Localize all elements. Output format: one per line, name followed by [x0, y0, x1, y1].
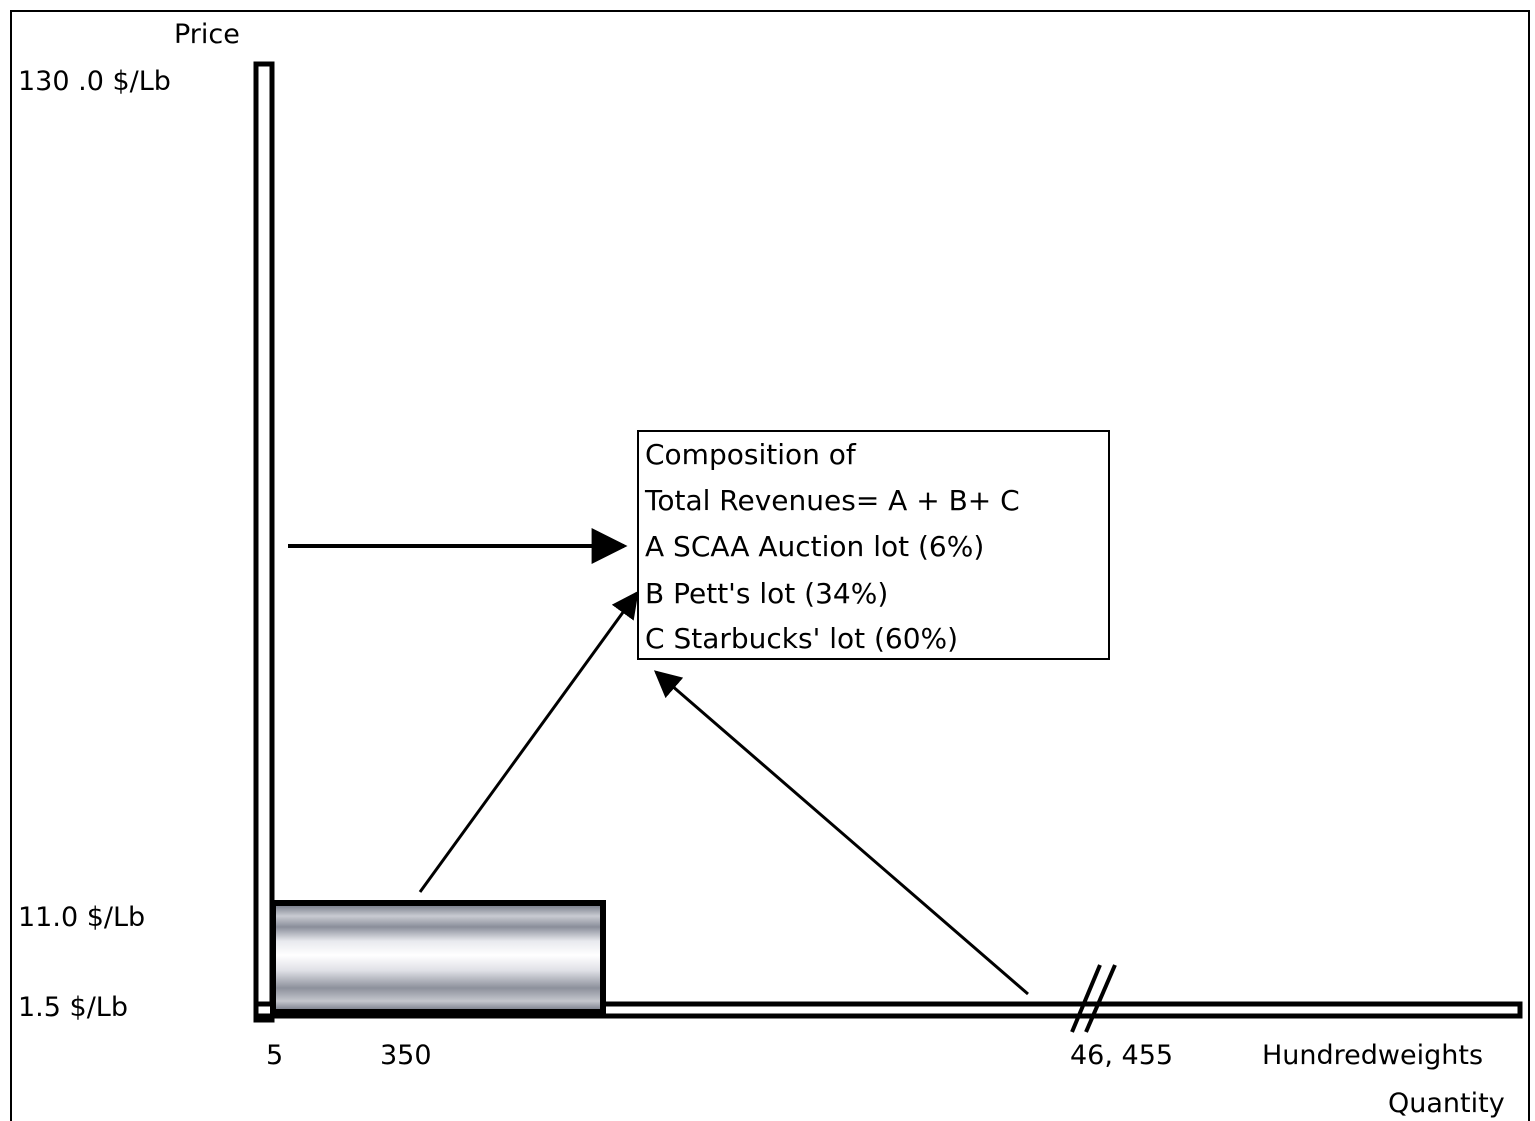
revenue-area-bar [270, 900, 606, 1015]
x-tick-label: 350 [380, 1040, 432, 1071]
arrow-b [418, 590, 639, 893]
x-tick-label: 46, 455 [1070, 1040, 1174, 1071]
legend-item-a: A SCAA Auction lot (6%) [645, 530, 985, 563]
legend-item-c: C Starbucks' lot (60%) [645, 622, 959, 655]
y-tick-label: 1.5 $/Lb [18, 992, 128, 1023]
y-axis-title: Price [174, 19, 240, 50]
x-axis-title: Hundredweights [1262, 1040, 1484, 1071]
arrow-c [653, 670, 1029, 996]
y-axis [253, 61, 275, 1023]
y-tick-label: 11.0 $/Lb [18, 902, 146, 933]
y-tick-label: 130 .0 $/Lb [18, 66, 171, 97]
legend-subtitle: Total Revenues= A + B+ C [645, 484, 1020, 517]
axis-break-mark [1070, 964, 1102, 1033]
legend-title: Composition of [645, 438, 856, 471]
legend-item-b: B Pett's lot (34%) [645, 577, 889, 610]
axis-break-mark [1084, 964, 1117, 1033]
diagram-frame [10, 10, 1530, 1121]
x-axis-title-quantity: Quantity [1388, 1088, 1505, 1119]
x-tick-label: 5 [266, 1040, 284, 1071]
revenue-composition-box: Composition of Total Revenues= A + B+ C … [637, 430, 1110, 660]
